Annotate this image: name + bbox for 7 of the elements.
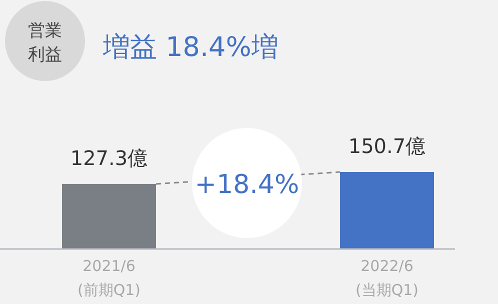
x-tick-label: 2021/6 (前期Q1) xyxy=(77,257,141,299)
chart-title: 増益 18.4%増 xyxy=(102,32,278,63)
annotation: +18.4% xyxy=(194,170,300,200)
chart-subtitle: 営業利益 xyxy=(28,21,62,65)
data-label: 150.7億 xyxy=(348,134,426,158)
data-label: 127.3億 xyxy=(70,146,148,170)
x-tick-label: 2022/6 (当期Q1) xyxy=(355,257,419,299)
